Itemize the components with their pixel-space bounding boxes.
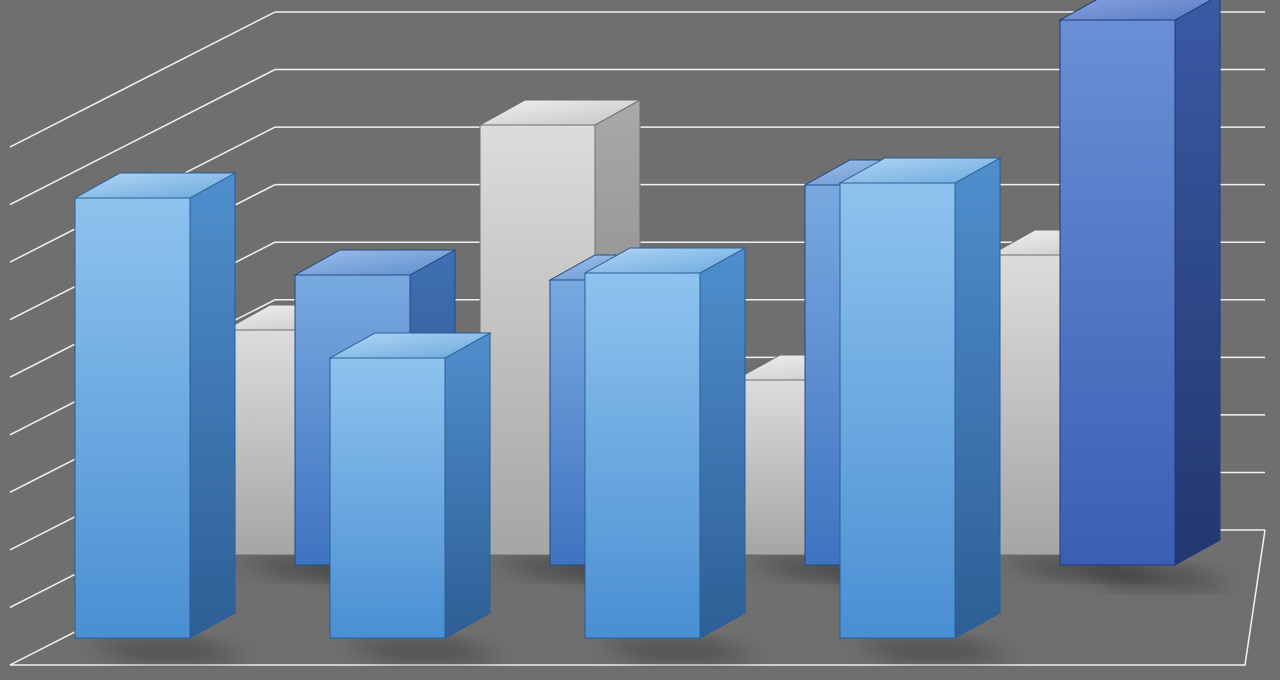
bar-front	[840, 183, 955, 638]
bar-3d	[75, 173, 253, 660]
bar-3d	[1060, 0, 1238, 587]
bar-side	[700, 248, 745, 638]
bar-3d	[330, 333, 508, 660]
bar-3d	[585, 248, 763, 660]
bar-front	[1060, 20, 1175, 565]
bar-front	[75, 198, 190, 638]
bar-3d	[840, 158, 1018, 660]
bar-front	[585, 273, 700, 638]
bar-chart-3d	[0, 0, 1280, 680]
bar-front	[330, 358, 445, 638]
bar-side	[1175, 0, 1220, 565]
bar-side	[955, 158, 1000, 638]
bar-side	[190, 173, 235, 638]
bar-side	[445, 333, 490, 638]
